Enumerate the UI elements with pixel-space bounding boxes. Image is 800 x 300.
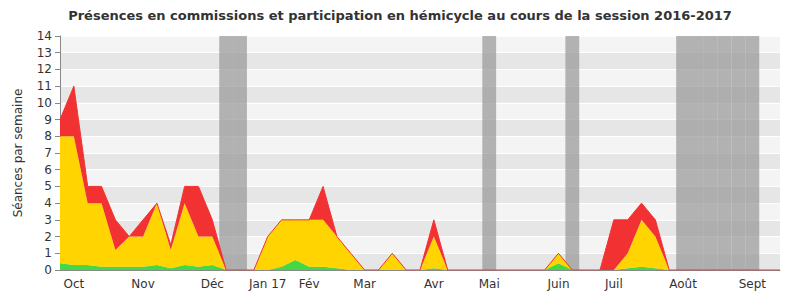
svg-text:4: 4 xyxy=(44,196,52,210)
svg-text:0: 0 xyxy=(44,263,52,277)
svg-text:8: 8 xyxy=(44,129,52,143)
svg-text:Juin: Juin xyxy=(546,277,569,291)
svg-text:Sept: Sept xyxy=(739,277,767,291)
svg-text:Mai: Mai xyxy=(479,277,500,291)
svg-text:Nov: Nov xyxy=(131,277,154,291)
svg-text:13: 13 xyxy=(37,46,52,60)
svg-text:6: 6 xyxy=(44,163,52,177)
svg-text:Août: Août xyxy=(669,277,697,291)
svg-text:Fév: Fév xyxy=(299,277,320,291)
svg-text:Oct: Oct xyxy=(63,277,84,291)
svg-text:14: 14 xyxy=(37,29,52,43)
svg-text:12: 12 xyxy=(37,62,52,76)
svg-text:Mar: Mar xyxy=(353,277,376,291)
svg-text:Séances par semaine: Séances par semaine xyxy=(11,89,25,218)
svg-text:Avr: Avr xyxy=(424,277,444,291)
svg-text:Jan 17: Jan 17 xyxy=(248,277,287,291)
svg-text:5: 5 xyxy=(44,179,52,193)
svg-text:2: 2 xyxy=(44,230,52,244)
svg-text:1: 1 xyxy=(44,246,52,260)
svg-text:7: 7 xyxy=(44,146,52,160)
svg-text:Déc: Déc xyxy=(201,277,224,291)
svg-text:Présences en commissions et pa: Présences en commissions et participatio… xyxy=(68,8,732,23)
svg-text:9: 9 xyxy=(44,113,52,127)
svg-text:3: 3 xyxy=(44,213,52,227)
svg-text:10: 10 xyxy=(37,96,52,110)
svg-text:11: 11 xyxy=(37,79,52,93)
svg-text:Juil: Juil xyxy=(604,277,623,291)
